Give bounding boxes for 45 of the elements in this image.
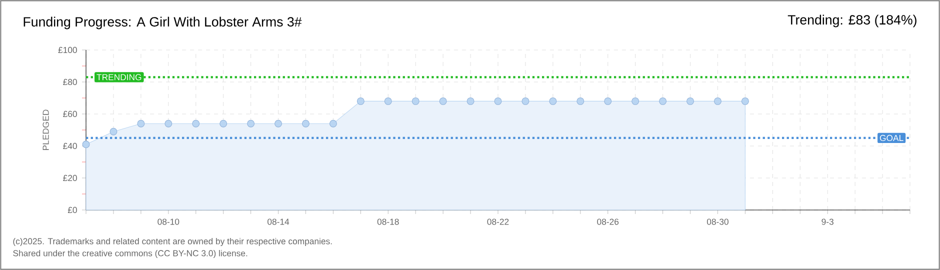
x-tick-label: 08-30: [706, 218, 728, 225]
point: [164, 120, 172, 128]
x-tick-label: 08-14: [268, 218, 290, 225]
point: [247, 120, 255, 128]
y-tick-label: £20: [63, 174, 77, 182]
x-tick-label: 9-3: [822, 218, 834, 225]
y-axis-title: PLEDGED: [42, 110, 49, 150]
point: [466, 97, 474, 105]
point: [110, 128, 118, 136]
y-tick-label: £80: [63, 78, 77, 86]
text: Shared under the creative commons (CC BY-NC 3.0) license.: [13, 250, 248, 258]
point: [384, 97, 392, 105]
point: [274, 120, 282, 128]
chart-title: Funding Progress: A Girl With Lobster Arms 3#: [24, 16, 302, 30]
point: [714, 97, 722, 105]
ref-line-label: TRENDING: [96, 74, 142, 80]
point: [632, 97, 640, 105]
point: [686, 97, 694, 105]
point: [576, 97, 584, 105]
point: [741, 97, 749, 105]
point: [137, 120, 145, 128]
point: [659, 97, 667, 105]
x-tick-label: 08-22: [487, 218, 509, 225]
point: [329, 120, 337, 128]
x-tick-label: 08-18: [377, 218, 399, 225]
y-tick-label: £100: [58, 46, 77, 54]
point: [302, 120, 310, 128]
point: [356, 97, 364, 105]
point: [522, 97, 530, 105]
chart-subtitle: Trending: £83 (184%): [788, 14, 916, 28]
point: [192, 120, 200, 128]
y-tick-label: £60: [63, 110, 77, 118]
point: [604, 97, 612, 105]
point: [412, 97, 420, 105]
text: (c)2025. Trademarks and related content are owned by their respective companies.: [13, 238, 332, 246]
x-tick-label: 08-26: [597, 218, 619, 225]
point: [494, 97, 502, 105]
y-tick-label: £40: [63, 142, 77, 150]
y-tick-label: £0: [68, 206, 77, 214]
x-tick-label: 08-10: [158, 218, 180, 225]
point: [549, 97, 557, 105]
point: [439, 97, 447, 105]
ref-line-label: GOAL: [880, 134, 904, 142]
point: [220, 120, 228, 128]
point: [82, 140, 90, 148]
